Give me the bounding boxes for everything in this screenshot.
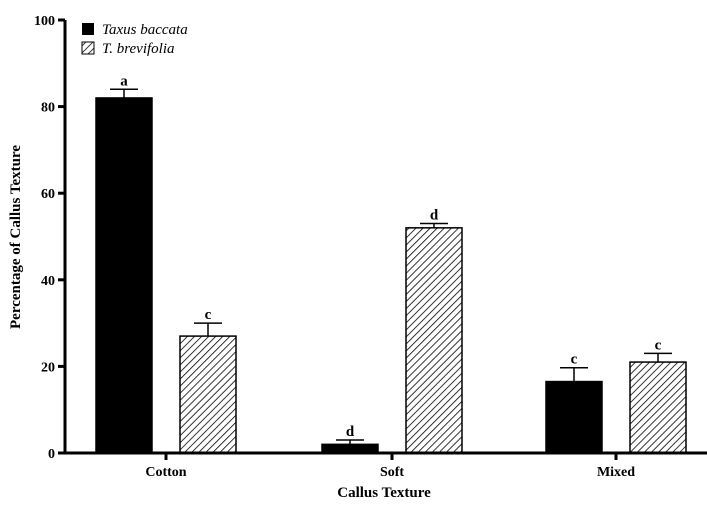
significance-label: a xyxy=(120,73,128,89)
y-tick-label: 40 xyxy=(41,274,55,289)
legend: Taxus baccata T. brevifolia xyxy=(81,22,188,57)
y-tick-label: 100 xyxy=(34,14,55,29)
y-tick-label: 60 xyxy=(41,187,55,202)
y-axis-ticks: 0 20 40 60 80 100 xyxy=(34,14,65,462)
plot-area: a c d d c c xyxy=(95,73,687,454)
legend-swatch-taxus-baccata xyxy=(82,23,94,35)
significance-label: c xyxy=(655,337,662,353)
legend-swatch-t-brevifolia xyxy=(81,41,95,55)
bar-t-brevifolia-mixed xyxy=(629,361,687,454)
bar-taxus-baccata-mixed xyxy=(545,380,603,454)
significance-label: d xyxy=(430,208,439,224)
legend-label-taxus-baccata: Taxus baccata xyxy=(102,22,188,38)
x-axis-ticks: Cotton Soft Mixed xyxy=(145,453,635,480)
y-tick-label: 0 xyxy=(48,447,55,462)
y-tick-label: 20 xyxy=(41,360,55,375)
bar-t-brevifolia-cotton xyxy=(179,335,237,454)
significance-label: d xyxy=(346,424,355,440)
x-tick-label: Mixed xyxy=(597,465,635,480)
x-tick-label: Soft xyxy=(380,465,404,480)
bar-t-brevifolia-soft xyxy=(405,227,463,454)
legend-label-t-brevifolia: T. brevifolia xyxy=(102,41,175,57)
y-axis-title: Percentage of Callus Texture xyxy=(8,145,24,329)
significance-label: c xyxy=(205,307,212,323)
significance-label: c xyxy=(571,352,578,368)
x-axis-title: Callus Texture xyxy=(337,485,431,501)
x-tick-label: Cotton xyxy=(145,465,186,480)
y-tick-label: 80 xyxy=(41,101,55,116)
bar-taxus-baccata-cotton xyxy=(95,97,153,454)
